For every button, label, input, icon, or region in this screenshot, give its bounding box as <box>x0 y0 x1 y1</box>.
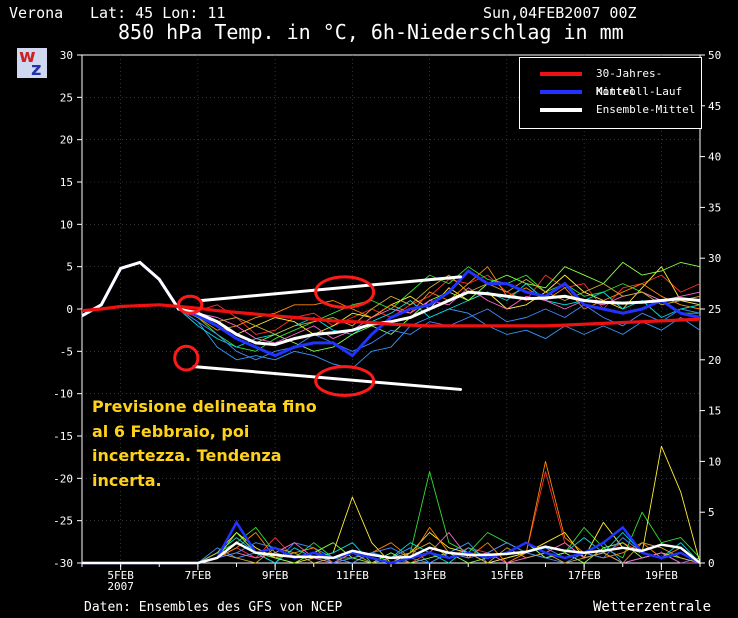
highlight-ellipse <box>314 275 376 309</box>
y-right-tick-label: 10 <box>708 455 721 468</box>
highlight-ellipse <box>177 294 204 315</box>
brand-label: Wetterzentrale <box>593 599 712 615</box>
run-time-label: Sun,04FEB2007 00Z <box>483 4 637 22</box>
legend-item-control: Kontroll-Lauf <box>520 83 701 101</box>
x-tick-label: 19FEB <box>645 569 678 582</box>
legend: 30-Jahres-Mittel Kontroll-Lauf Ensemble-… <box>519 57 702 129</box>
legend-label-control: Kontroll-Lauf <box>596 85 683 98</box>
y-right-tick-label: 5 <box>708 506 715 519</box>
temp-mean-line <box>81 260 701 347</box>
data-source-label: Daten: Ensembles des GFS von NCEP <box>84 600 343 615</box>
legend-swatch-climate <box>540 72 582 76</box>
highlight-ellipse <box>173 344 200 372</box>
x-tick-label: 13FEB <box>413 569 446 582</box>
x-tick-label: 17FEB <box>568 569 601 582</box>
y-right-tick-label: 35 <box>708 201 721 214</box>
legend-swatch-mean <box>540 108 582 112</box>
y-left-tick-label: -10 <box>53 388 73 401</box>
legend-label-mean: Ensemble-Mittel <box>596 103 696 116</box>
climate-mean-line <box>81 303 701 328</box>
y-right-tick-label: 15 <box>708 405 721 418</box>
trend-line-annotation <box>200 275 463 303</box>
precip-mean-line <box>82 541 701 565</box>
logo-letter-z: z <box>31 59 42 80</box>
logo-letter-w: w <box>19 46 36 67</box>
x-tick-label: 11FEB <box>336 569 369 582</box>
wetterzentrale-logo: w z <box>17 46 47 80</box>
y-right-tick-label: 25 <box>708 303 721 316</box>
y-left-tick-label: -20 <box>53 472 73 485</box>
y-right-tick-label: 0 <box>708 557 715 570</box>
legend-label-climate: 30-Jahres-Mittel <box>596 67 663 98</box>
y-right-tick-label: 20 <box>708 354 721 367</box>
chart-title: 850 hPa Temp. in °C, 6h-Niederschlag in … <box>118 20 624 44</box>
y-left-tick-label: 25 <box>60 91 73 104</box>
y-left-tick-label: 30 <box>60 49 73 62</box>
y-left-tick-label: -15 <box>53 430 73 443</box>
y-right-tick-label: 50 <box>708 49 721 62</box>
y-left-tick-label: 10 <box>60 218 73 231</box>
x-tick-year-label: 2007 <box>107 580 134 593</box>
y-right-tick-label: 40 <box>708 151 721 164</box>
y-right-tick-label: 30 <box>708 252 721 265</box>
x-tick-label: 7FEB <box>185 569 212 582</box>
y-left-tick-label: 20 <box>60 134 73 147</box>
trend-line-annotation <box>192 365 463 391</box>
y-left-tick-label: -25 <box>53 515 73 528</box>
legend-swatch-control <box>540 90 582 94</box>
y-left-tick-label: -5 <box>60 345 73 358</box>
y-left-tick-label: 5 <box>66 261 73 274</box>
x-tick-label: 15FEB <box>490 569 523 582</box>
y-right-tick-label: 45 <box>708 100 721 113</box>
y-left-tick-label: 0 <box>66 303 73 316</box>
location-label: Verona <box>9 4 64 22</box>
x-tick-label: 5FEB <box>107 569 134 582</box>
x-tick-label: 9FEB <box>262 569 289 582</box>
legend-item-climate: 30-Jahres-Mittel <box>520 65 701 98</box>
temp-member-line <box>81 261 701 348</box>
annotation-text: Previsione delineata fino al 6 Febbraio,… <box>92 397 317 490</box>
coords-label: Lat: 45 Lon: 11 <box>90 4 226 22</box>
y-left-tick-label: 15 <box>60 176 73 189</box>
y-left-tick-label: -30 <box>53 557 73 570</box>
highlight-ellipse <box>314 365 376 397</box>
legend-item-mean: Ensemble-Mittel <box>520 101 701 119</box>
